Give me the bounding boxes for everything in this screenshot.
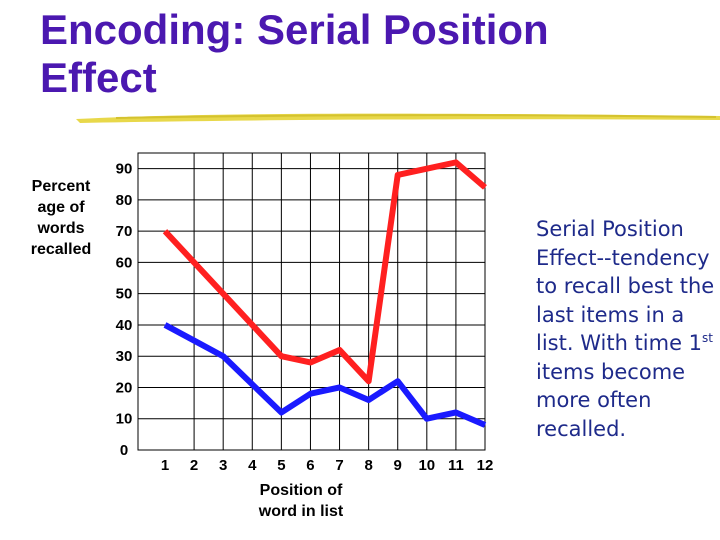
series-1-point <box>455 161 457 163</box>
series-2-point <box>397 380 399 382</box>
plot-frame <box>137 152 486 451</box>
x-tick-label: 5 <box>277 457 285 474</box>
series-1-point <box>426 168 428 170</box>
series-2-point <box>164 324 166 326</box>
x-tick-label: 1 <box>161 457 169 474</box>
side-superscript: st <box>702 331 713 345</box>
y-tick-label: 20 <box>116 379 133 396</box>
y-tick-label: 70 <box>116 223 133 240</box>
y-tick-label: 10 <box>116 411 133 428</box>
y-tick-label: 50 <box>116 286 133 303</box>
side-term: Serial Position Effect <box>536 217 684 270</box>
y-axis-label: Percent age of words recalled <box>30 178 92 258</box>
x-tick-label: 9 <box>394 457 402 474</box>
title-line-2: Effect <box>40 54 157 101</box>
x-tick-label: 12 <box>477 457 494 474</box>
series-1-point <box>309 361 311 363</box>
series-2-point <box>193 340 195 342</box>
series-2-point <box>222 355 224 357</box>
series-1-point <box>484 186 486 188</box>
x-tick-label: 3 <box>219 457 227 474</box>
series-line-1 <box>162 159 487 385</box>
series-1-point <box>222 293 224 295</box>
x-tick-label: 8 <box>364 457 372 474</box>
series-1-point <box>251 324 253 326</box>
x-tick-label: 2 <box>190 457 198 474</box>
slide-title: Encoding: Serial Position Effect <box>40 6 660 102</box>
x-axis-label: Position of word in list <box>258 482 344 520</box>
series-2-point <box>251 383 253 385</box>
y-tick-label: 40 <box>116 317 133 334</box>
series-1-point <box>280 355 282 357</box>
title-highlight-stroke <box>76 113 720 123</box>
y-tick-label: 60 <box>116 254 133 271</box>
series-1-point <box>164 230 166 232</box>
series-2-point <box>368 399 370 401</box>
y-tick-label: 90 <box>116 161 133 178</box>
side-text-body: --tendency to recall best the last items… <box>536 245 715 356</box>
series-2-point <box>484 424 486 426</box>
series-1-point <box>397 174 399 176</box>
x-tick-label: 11 <box>448 457 464 474</box>
x-tick-label: 6 <box>306 457 314 474</box>
series-1-point <box>339 349 341 351</box>
y-tick-label: 30 <box>116 348 133 365</box>
series-2-point <box>455 411 457 413</box>
x-tick-label: 10 <box>418 457 435 474</box>
side-text-end: items become more often recalled. <box>536 359 686 441</box>
series-2-point <box>339 386 341 388</box>
y-tick-label: 80 <box>116 192 133 209</box>
series-2-point <box>309 393 311 395</box>
y-tick-label: 0 <box>120 442 128 459</box>
series-1-point <box>193 261 195 263</box>
x-tick-label: 4 <box>248 457 257 474</box>
series-line-2 <box>163 322 487 428</box>
x-tick-label: 7 <box>335 457 343 474</box>
title-line-1: Encoding: Serial Position <box>40 6 549 53</box>
series-2-point <box>280 411 282 413</box>
series-1-point <box>368 380 370 382</box>
series-2-point <box>426 418 428 420</box>
side-description: Serial Position Effect--tendency to reca… <box>536 215 718 443</box>
